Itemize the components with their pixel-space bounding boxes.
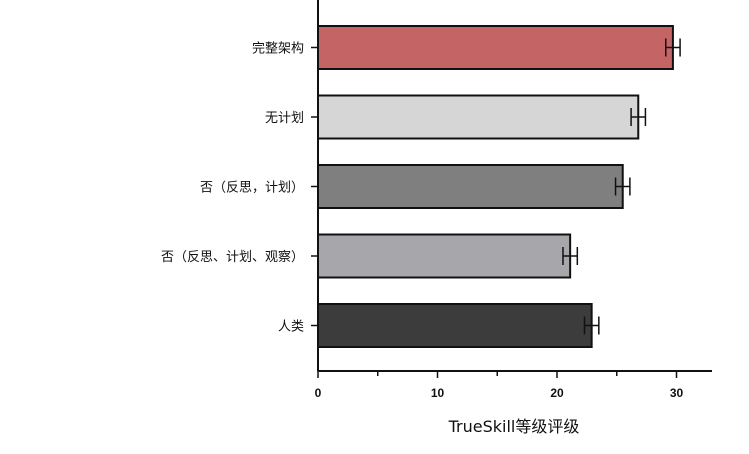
x-tick-label: 0 — [315, 386, 322, 400]
bar — [317, 233, 572, 279]
category-label: 无计划 — [265, 111, 304, 126]
bar — [317, 94, 640, 140]
x-tick-label: 30 — [670, 386, 684, 400]
category-label: 否（反思、计划、观察） — [161, 250, 304, 265]
chart-bars — [317, 25, 681, 348]
category-label: 人类 — [278, 320, 304, 335]
chart-x-ticks: 0 10 20 30 — [315, 371, 684, 400]
bar — [317, 164, 624, 209]
x-tick-label: 10 — [431, 386, 445, 400]
bar — [317, 25, 674, 70]
x-tick-label: 20 — [550, 386, 564, 400]
category-label: 完整架构 — [252, 42, 304, 57]
bar — [317, 303, 593, 348]
category-label: 否（反思，计划） — [200, 181, 304, 196]
x-axis-title: TrueSkill等级评级 — [448, 417, 580, 436]
